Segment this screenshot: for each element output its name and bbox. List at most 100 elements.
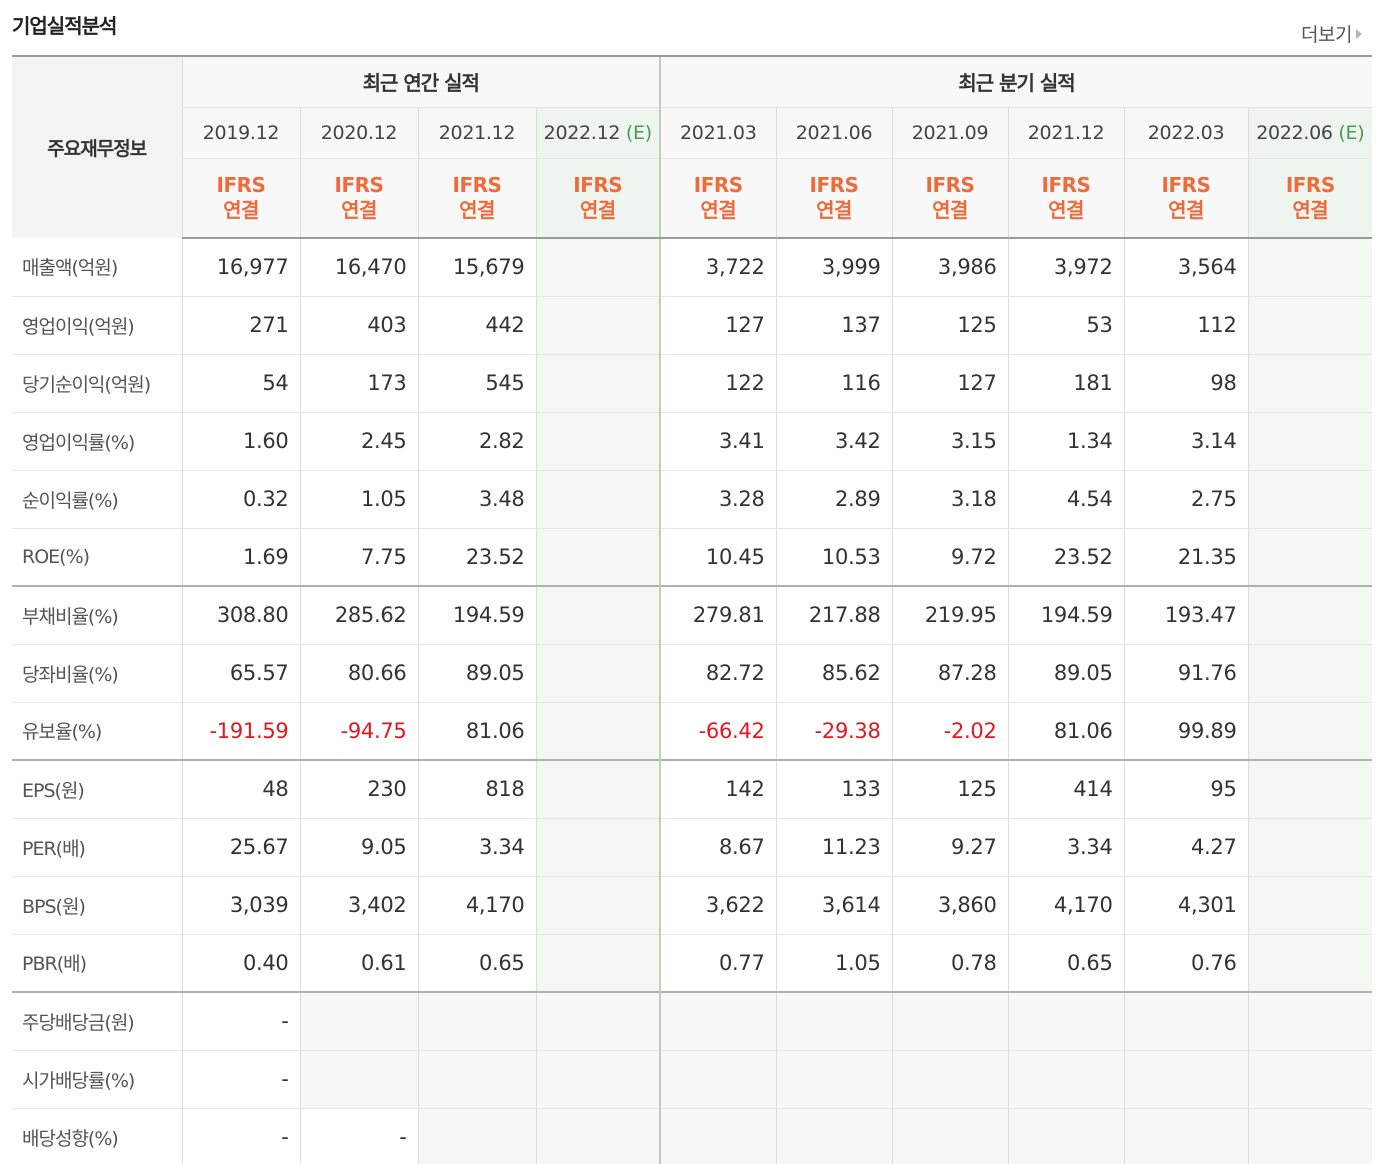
period-date: 2022.06 bbox=[1256, 121, 1333, 144]
table-cell: 95 bbox=[1123, 759, 1249, 819]
table-cell: 285.62 bbox=[299, 585, 418, 645]
table-cell: 3.14 bbox=[1123, 412, 1249, 471]
table-cell: 4,301 bbox=[1123, 876, 1249, 935]
period-header-quarter-0: 2021.03 bbox=[659, 107, 777, 159]
table-cell bbox=[535, 759, 661, 819]
ifrs-label: IFRS bbox=[1161, 172, 1211, 197]
ifrs-badge[interactable]: IFRS 연결 bbox=[535, 158, 661, 239]
table-cell bbox=[1247, 934, 1373, 993]
table-cell bbox=[1247, 818, 1373, 877]
row-label: 당좌비율(%) bbox=[12, 644, 182, 703]
annual-group-header: 최근 연간 실적 bbox=[181, 55, 661, 108]
period-date: 2019.12 bbox=[202, 121, 280, 144]
table-cell bbox=[1247, 991, 1373, 1051]
table-cell: 3.34 bbox=[417, 818, 536, 877]
more-link-label: 더보기 bbox=[1301, 24, 1352, 46]
table-cell: 3.15 bbox=[891, 412, 1009, 471]
row-label: PER(배) bbox=[12, 818, 182, 877]
table-cell: 3,614 bbox=[775, 876, 893, 935]
period-header-annual-0: 2019.12 bbox=[181, 107, 300, 159]
table-cell: 0.65 bbox=[417, 934, 536, 993]
table-cell: 3,972 bbox=[1007, 238, 1125, 297]
ifrs-badge[interactable]: IFRS 연결 bbox=[181, 158, 300, 239]
table-cell: 0.61 bbox=[299, 934, 418, 993]
table-row: 순이익률(%) 0.32 1.05 3.48 3.28 2.89 3.18 4.54 2.75 bbox=[12, 470, 1373, 529]
ifrs-badge[interactable]: IFRS 연결 bbox=[417, 158, 536, 239]
table-cell bbox=[1247, 759, 1373, 819]
table-cell bbox=[1247, 1050, 1373, 1109]
more-link[interactable]: 더보기 bbox=[1301, 20, 1362, 47]
table-cell: 3,860 bbox=[891, 876, 1009, 935]
table-cell bbox=[659, 1108, 777, 1164]
ifrs-label: IFRS bbox=[925, 172, 975, 197]
period-header-quarter-1: 2021.06 bbox=[775, 107, 893, 159]
table-cell: 279.81 bbox=[659, 585, 777, 645]
table-row: ROE(%) 1.69 7.75 23.52 10.45 10.53 9.72 23.52 21… bbox=[12, 528, 1373, 587]
table-cell bbox=[535, 644, 661, 703]
ifrs-badge[interactable]: IFRS 연결 bbox=[1123, 158, 1249, 239]
period-header-quarter-2: 2021.09 bbox=[891, 107, 1009, 159]
table-cell bbox=[891, 1050, 1009, 1109]
table-cell bbox=[1247, 1108, 1373, 1164]
table-cell bbox=[535, 934, 661, 993]
ifrs-badge[interactable]: IFRS 연결 bbox=[891, 158, 1009, 239]
consolidated-label: 연결 bbox=[1048, 197, 1084, 222]
table-row: 영업이익률(%) 1.60 2.45 2.82 3.41 3.42 3.15 1.34 3.14 bbox=[12, 412, 1373, 471]
table-cell: 194.59 bbox=[417, 585, 536, 645]
table-cell: 4,170 bbox=[417, 876, 536, 935]
consolidated-label: 연결 bbox=[1168, 197, 1204, 222]
table-row: PER(배) 25.67 9.05 3.34 8.67 11.23 9.27 3.34 4.27 bbox=[12, 818, 1373, 877]
period-header-annual-2: 2021.12 bbox=[417, 107, 536, 159]
table-cell: 3,999 bbox=[775, 238, 893, 297]
consolidated-label: 연결 bbox=[816, 197, 852, 222]
consolidated-label: 연결 bbox=[341, 197, 377, 222]
table-cell bbox=[1247, 702, 1373, 761]
ifrs-badge[interactable]: IFRS 연결 bbox=[1007, 158, 1125, 239]
table-cell: 16,977 bbox=[181, 238, 300, 297]
table-cell: -94.75 bbox=[299, 702, 418, 761]
table-row: 영업이익(억원) 271 403 442 127 137 125 53 112 bbox=[12, 296, 1373, 355]
table-cell: 2.89 bbox=[775, 470, 893, 529]
table-cell: 3,986 bbox=[891, 238, 1009, 297]
ifrs-badge[interactable]: IFRS 연결 bbox=[299, 158, 418, 239]
table-cell: - bbox=[181, 1050, 300, 1109]
table-cell: 10.45 bbox=[659, 528, 777, 587]
table-cell bbox=[535, 412, 661, 471]
table-cell bbox=[417, 1108, 536, 1164]
table-row: EPS(원) 48 230 818 142 133 125 414 95 bbox=[12, 759, 1373, 819]
table-cell bbox=[891, 991, 1009, 1051]
table-row: 당기순이익(억원) 54 173 545 122 116 127 181 98 bbox=[12, 354, 1373, 413]
table-cell: 3,622 bbox=[659, 876, 777, 935]
chevron-right-icon bbox=[1356, 28, 1362, 39]
table-cell: 80.66 bbox=[299, 644, 418, 703]
row-label: BPS(원) bbox=[12, 876, 182, 935]
table-cell: 9.05 bbox=[299, 818, 418, 877]
table-cell: 16,470 bbox=[299, 238, 418, 297]
ifrs-badge[interactable]: IFRS 연결 bbox=[1247, 158, 1373, 239]
row-label: 순이익률(%) bbox=[12, 470, 182, 529]
consolidated-label: 연결 bbox=[932, 197, 968, 222]
row-label: 부채비율(%) bbox=[12, 585, 182, 645]
table-cell: -191.59 bbox=[181, 702, 300, 761]
ifrs-badge[interactable]: IFRS 연결 bbox=[775, 158, 893, 239]
table-row: 당좌비율(%) 65.57 80.66 89.05 82.72 85.62 87.28 89.… bbox=[12, 644, 1373, 703]
table-cell: 173 bbox=[299, 354, 418, 413]
table-cell: 219.95 bbox=[891, 585, 1009, 645]
table-cell: 194.59 bbox=[1007, 585, 1125, 645]
section-title: 기업실적분석 bbox=[12, 14, 117, 38]
row-label: 매출액(억원) bbox=[12, 238, 182, 297]
ifrs-label: IFRS bbox=[693, 172, 743, 197]
table-cell bbox=[1007, 991, 1125, 1051]
period-date: 2021.12 bbox=[438, 121, 516, 144]
table-cell: 230 bbox=[299, 759, 418, 819]
row-label: 주당배당금(원) bbox=[12, 991, 182, 1051]
table-cell bbox=[535, 354, 661, 413]
table-cell: 8.67 bbox=[659, 818, 777, 877]
table-cell: 818 bbox=[417, 759, 536, 819]
consolidated-label: 연결 bbox=[1292, 197, 1329, 222]
table-cell bbox=[1123, 1050, 1249, 1109]
table-cell: - bbox=[299, 1108, 418, 1164]
table-cell: 1.05 bbox=[299, 470, 418, 529]
estimate-marker: (E) bbox=[1332, 121, 1365, 144]
ifrs-badge[interactable]: IFRS 연결 bbox=[659, 158, 777, 239]
